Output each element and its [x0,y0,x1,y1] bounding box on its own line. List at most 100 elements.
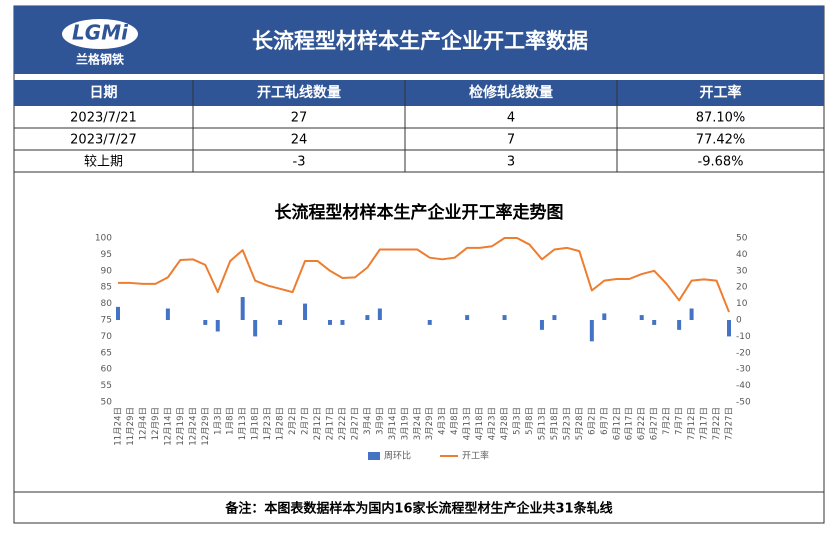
x-tick-label: 5月13日 [537,407,547,440]
x-tick-label: 7月27日 [725,407,735,440]
bar [589,320,594,342]
x-tick-label: 2月2日 [288,407,298,435]
y2-tick-label: 30 [736,266,748,276]
legend-swatch [368,452,380,460]
footer-note: 备注：本图表数据样本为国内16家长流程型材生产企业共31条轧线 [224,501,612,517]
cell: 4 [507,111,515,126]
table-header [14,80,824,106]
x-tick-label: 12月4日 [138,407,148,440]
bar [365,315,370,320]
bar [377,308,382,320]
x-tick-label: 1月8日 [226,407,236,435]
cell: 2023/7/21 [70,111,137,126]
x-tick-label: 12月24日 [188,407,198,446]
x-tick-label: 12月29日 [201,407,211,446]
x-tick-label: 2月12日 [313,407,323,440]
x-tick-label: 1月3日 [213,407,223,435]
x-tick-label: 2月22日 [338,407,348,440]
logo-sub: 兰格钢铁 [76,52,124,67]
x-tick-label: 1月23日 [263,407,273,440]
bar [278,320,283,325]
x-tick-label: 3月4日 [363,407,373,435]
x-tick-label: 11月29日 [126,407,136,446]
bar [727,320,731,337]
x-tick-label: 7月22日 [712,407,722,440]
x-tick-label: 4月18日 [475,407,485,440]
line [118,237,730,313]
y-tick-label: 90 [101,266,113,276]
x-tick-label: 6月22日 [637,407,647,440]
y-tick-label: 70 [101,332,113,342]
x-tick-label: 3月14日 [388,407,398,440]
logo: LGMi [72,21,129,45]
x-tick-label: 1月13日 [238,407,248,440]
cell: 87.10% [696,111,746,126]
x-tick-label: 5月8日 [525,407,535,435]
x-tick-label: 5月3日 [513,407,523,435]
x-tick-label: 5月28日 [575,407,585,440]
bar [677,320,682,330]
bar [652,320,657,325]
cell: 27 [291,111,308,126]
legend-label: 周环比 [384,450,411,462]
column-header: 开工轧线数量 [257,84,341,101]
y2-tick-label: -20 [736,348,751,358]
x-tick-label: 5月23日 [562,407,572,440]
x-tick-label: 3月19日 [400,407,410,440]
y-tick-label: 100 [95,234,112,244]
x-tick-label: 2月7日 [301,407,311,435]
bar [253,320,258,337]
x-tick-label: 7月7日 [675,407,685,435]
bar [552,315,557,320]
legend-label: 开工率 [462,450,489,462]
cell: 2023/7/27 [70,133,137,148]
x-tick-label: 6月27日 [650,407,660,440]
y-tick-label: 65 [101,348,112,358]
x-tick-label: 12月14日 [163,407,173,446]
bar [327,320,332,325]
bar [203,320,208,325]
cell: 24 [291,133,308,148]
x-tick-label: 3月24日 [413,407,423,440]
header-bar [14,6,824,74]
x-tick-label: 1月18日 [251,407,261,440]
x-tick-label: 7月2日 [662,407,672,435]
x-tick-label: 12月19日 [176,407,186,446]
x-tick-label: 6月7日 [600,407,610,435]
column-header: 日期 [90,85,118,101]
x-tick-label: 12月9日 [151,407,161,440]
x-tick-label: 6月17日 [625,407,635,440]
logo-badge [62,19,138,49]
x-tick-label: 6月2日 [587,407,597,435]
cell: 77.42% [696,133,746,148]
x-tick-label: 4月23日 [488,407,498,440]
bar [465,315,470,320]
x-tick-label: 1月28日 [276,407,286,440]
x-tick-label: 7月12日 [687,407,697,440]
cell: 3 [507,155,515,170]
x-tick-label: 11月24日 [114,407,124,446]
bar [539,320,544,330]
column-header: 检修轧线数量 [469,84,553,101]
x-tick-label: 7月17日 [700,407,710,440]
bar [602,313,607,320]
x-tick-label: 4月13日 [463,407,473,440]
bar [639,315,644,320]
x-tick-label: 4月3日 [438,407,448,435]
y-tick-label: 80 [101,299,113,309]
cell: 7 [507,133,515,148]
y-tick-label: 85 [101,283,112,293]
bar [165,308,170,320]
x-tick-label: 4月8日 [450,407,460,435]
cell: -3 [293,155,306,170]
bar [502,315,507,320]
x-tick-label: 2月17日 [325,407,335,440]
bar [116,306,120,320]
y-tick-label: 50 [101,398,113,408]
y2-tick-label: 50 [736,234,748,244]
x-tick-label: 4月28日 [500,407,510,440]
bar [689,308,694,320]
bar [303,303,308,320]
